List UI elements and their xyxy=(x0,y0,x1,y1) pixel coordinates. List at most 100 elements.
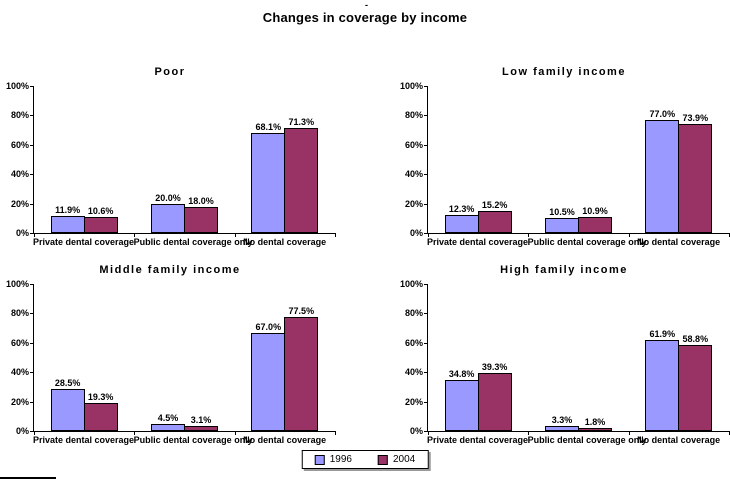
chart-high-family-income: High family income 100% 80% 60% 40% 20% 0% 34.8… xyxy=(399,264,730,456)
plot-row: 100% 80% 60% 40% 20% 0% 34.8% 39.3% 3.3% 1.8% 61.9… xyxy=(399,279,730,436)
legend-label: 2004 xyxy=(393,454,416,465)
y-tick-label: 80% xyxy=(10,110,29,121)
page-title: Changes in coverage by income xyxy=(262,10,468,25)
y-tick-label: 100% xyxy=(399,279,423,289)
bar-group: 61.9% 58.8% xyxy=(645,329,713,431)
y-tick-label: 60% xyxy=(10,337,29,348)
plot-area: 28.5% 19.3% 4.5% 3.1% 67.0% 77.5% xyxy=(30,284,336,435)
value-label: 4.5% xyxy=(157,413,179,424)
value-label: 1.8% xyxy=(584,417,606,428)
value-label: 3.3% xyxy=(551,415,573,426)
y-tick-mark xyxy=(424,115,428,117)
y-axis: 100% 80% 60% 40% 20% 0% xyxy=(5,279,33,436)
plot-row: 100% 80% 60% 40% 20% 0% 11.9% 10.6% 20.0% 18.0% 68… xyxy=(5,81,336,238)
x-labels: Private dental coverage Public dental cov… xyxy=(427,234,729,247)
y-tick-mark xyxy=(30,284,34,285)
category-label: Public dental coverage only xyxy=(527,435,647,445)
category-label: No dental coverage xyxy=(637,435,721,445)
y-tick-mark xyxy=(424,233,428,234)
plot-area: 12.3% 15.2% 10.5% 10.9% 77.0% 73.9% xyxy=(424,86,730,237)
y-tick-label: 100% xyxy=(399,81,423,91)
bar-group: 10.5% 10.9% xyxy=(544,206,612,233)
y-tick-mark xyxy=(30,372,34,374)
y-tick-mark xyxy=(424,372,428,374)
y-tick-label: 40% xyxy=(10,169,29,180)
value-label: 58.8% xyxy=(682,333,709,344)
legend: 1996 2004 xyxy=(301,450,429,469)
legend-swatch xyxy=(378,454,388,465)
bar-2004: 39.3% xyxy=(477,362,512,431)
y-axis: 100% 80% 60% 40% 20% 0% xyxy=(5,81,33,238)
bar-group: 4.5% 3.1% xyxy=(150,413,218,431)
x-tick-mark xyxy=(335,233,336,237)
y-tick-label: 0% xyxy=(409,228,423,238)
bar-2004: 19.3% xyxy=(83,392,118,431)
x-tick-mark xyxy=(134,431,136,435)
value-label: 18.0% xyxy=(188,195,214,206)
y-tick-label: 40% xyxy=(404,367,423,378)
y-tick-label: 40% xyxy=(404,169,423,180)
value-label: 10.5% xyxy=(549,206,575,217)
value-label: 77.0% xyxy=(649,108,676,119)
bar-1996: 3.3% xyxy=(544,415,579,431)
y-tick-mark xyxy=(30,144,34,146)
bar-group: 34.8% 39.3% xyxy=(444,362,512,431)
x-tick-mark xyxy=(134,233,136,237)
y-tick-mark xyxy=(424,86,428,87)
category-label: Private dental coverage xyxy=(33,237,135,247)
y-tick-label: 40% xyxy=(10,367,29,378)
bar-1996: 77.0% xyxy=(645,109,680,233)
x-tick-mark xyxy=(628,233,630,237)
x-tick-mark xyxy=(428,233,429,237)
value-label: 39.3% xyxy=(481,362,508,373)
value-label: 34.8% xyxy=(448,368,475,379)
bar-2004: 18.0% xyxy=(183,196,218,233)
x-labels: Private dental coverage Public dental cov… xyxy=(33,234,335,247)
legend-swatch xyxy=(314,454,325,465)
chart-low-family-income: Low family income 100% 80% 60% 40% 20% 0% 12.3%… xyxy=(399,66,730,258)
y-axis: 100% 80% 60% 40% 20% 0% xyxy=(399,279,427,436)
value-label: 15.2% xyxy=(481,199,508,210)
bottom-left-rule xyxy=(0,477,56,479)
y-tick-mark xyxy=(30,431,34,432)
bar-2004: 10.6% xyxy=(83,206,118,233)
bar-2004: 77.5% xyxy=(284,306,319,431)
y-tick-mark xyxy=(30,86,34,87)
bar-2004: 71.3% xyxy=(284,117,319,233)
value-label: 10.9% xyxy=(582,205,608,216)
y-tick-mark xyxy=(30,233,34,234)
y-tick-label: 20% xyxy=(10,396,29,407)
bar-1996: 61.9% xyxy=(645,329,680,431)
value-label: 10.6% xyxy=(87,206,114,217)
y-tick-label: 20% xyxy=(10,198,29,209)
plot-area: 34.8% 39.3% 3.3% 1.8% 61.9% 58.8% xyxy=(424,284,730,435)
y-tick-mark xyxy=(424,313,428,315)
x-tick-mark xyxy=(234,233,236,237)
bar-1996: 4.5% xyxy=(150,413,185,431)
y-tick-label: 0% xyxy=(15,228,29,238)
x-tick-mark xyxy=(234,431,236,435)
y-tick-label: 80% xyxy=(404,308,423,319)
bar-group: 20.0% 18.0% xyxy=(150,193,218,233)
bar-2004: 3.1% xyxy=(183,415,218,431)
y-tick-label: 60% xyxy=(404,139,423,150)
x-tick-mark xyxy=(528,431,530,435)
bar-group: 11.9% 10.6% xyxy=(50,205,118,233)
bar-group: 3.3% 1.8% xyxy=(544,415,612,431)
bar-group: 68.1% 71.3% xyxy=(251,117,319,233)
y-tick-label: 60% xyxy=(404,337,423,348)
value-label: 11.9% xyxy=(55,204,81,215)
y-tick-label: 100% xyxy=(5,81,29,91)
bar-1996: 68.1% xyxy=(251,122,286,233)
category-label: Public dental coverage only xyxy=(133,435,253,445)
value-label: 68.1% xyxy=(255,121,282,132)
y-tick-mark xyxy=(30,342,34,344)
value-label: 19.3% xyxy=(87,391,114,402)
bar-1996: 12.3% xyxy=(444,204,479,233)
y-tick-mark xyxy=(30,203,34,205)
x-labels: Private dental coverage Public dental cov… xyxy=(33,432,335,445)
bar-1996: 20.0% xyxy=(150,193,185,233)
category-label: Public dental coverage only xyxy=(527,237,647,247)
value-label: 73.9% xyxy=(682,113,709,124)
legend-label: 1996 xyxy=(329,454,352,465)
